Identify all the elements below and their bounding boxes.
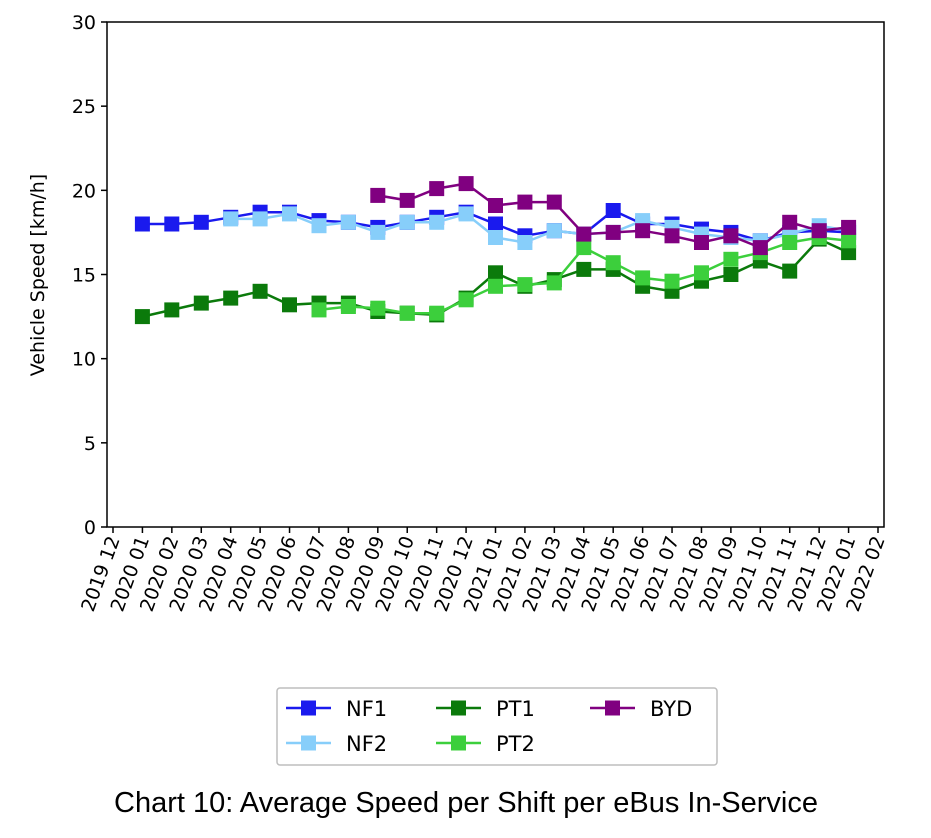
legend-label: NF2 [346,732,387,756]
y-tick-label: 15 [72,265,96,287]
data-point-pt2-2020-08 [340,299,356,314]
legend-label: NF1 [346,697,387,721]
legend-label: PT2 [496,732,535,756]
data-point-pt1-2020-06 [282,297,297,313]
data-point-nf1-2020-02 [164,216,180,232]
data-point-byd-2020-12 [458,176,474,192]
legend-item-pt1: PT1 [436,697,535,721]
data-point-nf2-2020-09 [370,224,386,240]
data-point-pt2-2021-02 [517,277,533,293]
data-point-nf1-2020-01 [134,216,150,232]
data-point-byd-2021-11 [782,214,798,230]
data-point-byd-2021-08 [694,235,709,250]
data-point-nf2-2020-07 [311,218,327,234]
legend-marker [605,700,620,716]
data-point-pt2-2020-11 [429,305,445,321]
data-point-nf2-2020-04 [223,211,239,227]
series-byd [370,176,857,256]
data-point-pt2-2021-04 [576,240,592,256]
data-point-pt1-2020-03 [193,295,209,311]
data-point-byd-2022-01 [841,219,857,235]
legend-item-pt2: PT2 [436,732,535,756]
data-point-pt2-2021-08 [694,265,709,281]
y-tick-label: 10 [72,349,96,371]
data-point-byd-2021-09 [723,228,739,244]
data-point-byd-2021-01 [488,198,503,213]
legend-marker [301,735,316,751]
series-pt1 [134,231,857,325]
data-point-nf2-2020-05 [252,211,268,227]
data-point-nf2-2020-12 [458,206,474,222]
data-point-pt2-2021-01 [488,278,503,294]
legend-marker [451,735,466,751]
data-point-byd-2021-03 [546,194,562,210]
data-point-byd-2021-05 [605,224,621,240]
data-point-pt2-2020-07 [311,302,327,318]
data-point-pt1-2020-02 [164,302,180,318]
data-point-nf2-2021-02 [517,235,533,250]
data-point-nf2-2020-08 [340,214,356,230]
legend-label: BYD [650,697,692,721]
data-point-byd-2020-09 [370,187,386,203]
data-point-nf2-2020-11 [429,214,445,230]
data-point-byd-2021-02 [517,194,533,210]
data-point-pt1-2021-09 [723,267,739,282]
data-point-byd-2021-12 [811,223,827,239]
y-tick-label: 30 [72,12,96,34]
y-tick-label: 25 [72,96,96,118]
data-point-nf1-2020-03 [193,214,209,230]
data-point-pt2-2021-09 [723,251,739,267]
chart-caption: Chart 10: Average Speed per Shift per eB… [114,787,818,819]
data-point-pt1-2022-01 [841,245,857,261]
y-axis-label: Vehicle Speed [km/h] [27,174,49,376]
data-point-nf2-2020-10 [399,214,415,230]
series-line-nf2 [230,212,849,244]
legend-item-nf2: NF2 [286,732,387,756]
legend-item-byd: BYD [590,697,692,721]
plot-area [134,176,857,325]
data-point-nf1-2021-01 [488,216,503,232]
data-point-pt2-2022-01 [841,233,857,249]
legend-marker [301,700,316,716]
data-point-byd-2021-06 [635,223,651,239]
data-point-pt2-2021-11 [782,235,798,250]
data-point-pt1-2020-04 [223,290,239,306]
legend: NF1 NF2 PT1 PT2 BYD [276,687,718,766]
data-point-pt2-2020-09 [370,300,386,316]
data-point-nf2-2021-01 [488,230,503,245]
data-point-byd-2020-10 [399,192,415,208]
legend-item-nf1: NF1 [286,697,387,721]
data-point-byd-2021-07 [664,228,680,244]
data-point-pt1-2020-05 [252,283,268,299]
data-point-pt2-2021-06 [635,270,651,286]
data-point-pt2-2021-07 [664,273,680,289]
y-tick-label: 0 [84,517,96,539]
legend-label: PT1 [496,697,535,721]
data-point-byd-2020-11 [429,181,445,197]
data-point-pt2-2020-10 [399,305,415,321]
data-point-nf2-2021-03 [546,223,562,239]
data-point-pt1-2021-04 [576,261,592,277]
y-tick-label: 5 [84,433,96,455]
data-point-pt2-2020-12 [458,292,474,308]
data-point-byd-2021-10 [752,240,768,256]
data-point-pt2-2021-05 [605,255,621,271]
data-point-pt2-2021-03 [546,275,562,291]
data-point-pt1-2021-01 [488,265,503,281]
y-tick-label: 20 [72,180,96,202]
data-point-nf2-2020-06 [282,206,297,222]
data-point-pt1-2021-11 [782,263,798,279]
data-point-nf1-2021-05 [605,203,621,218]
legend-marker [451,700,466,716]
data-point-byd-2021-04 [576,226,592,242]
data-point-pt1-2020-01 [134,309,150,325]
